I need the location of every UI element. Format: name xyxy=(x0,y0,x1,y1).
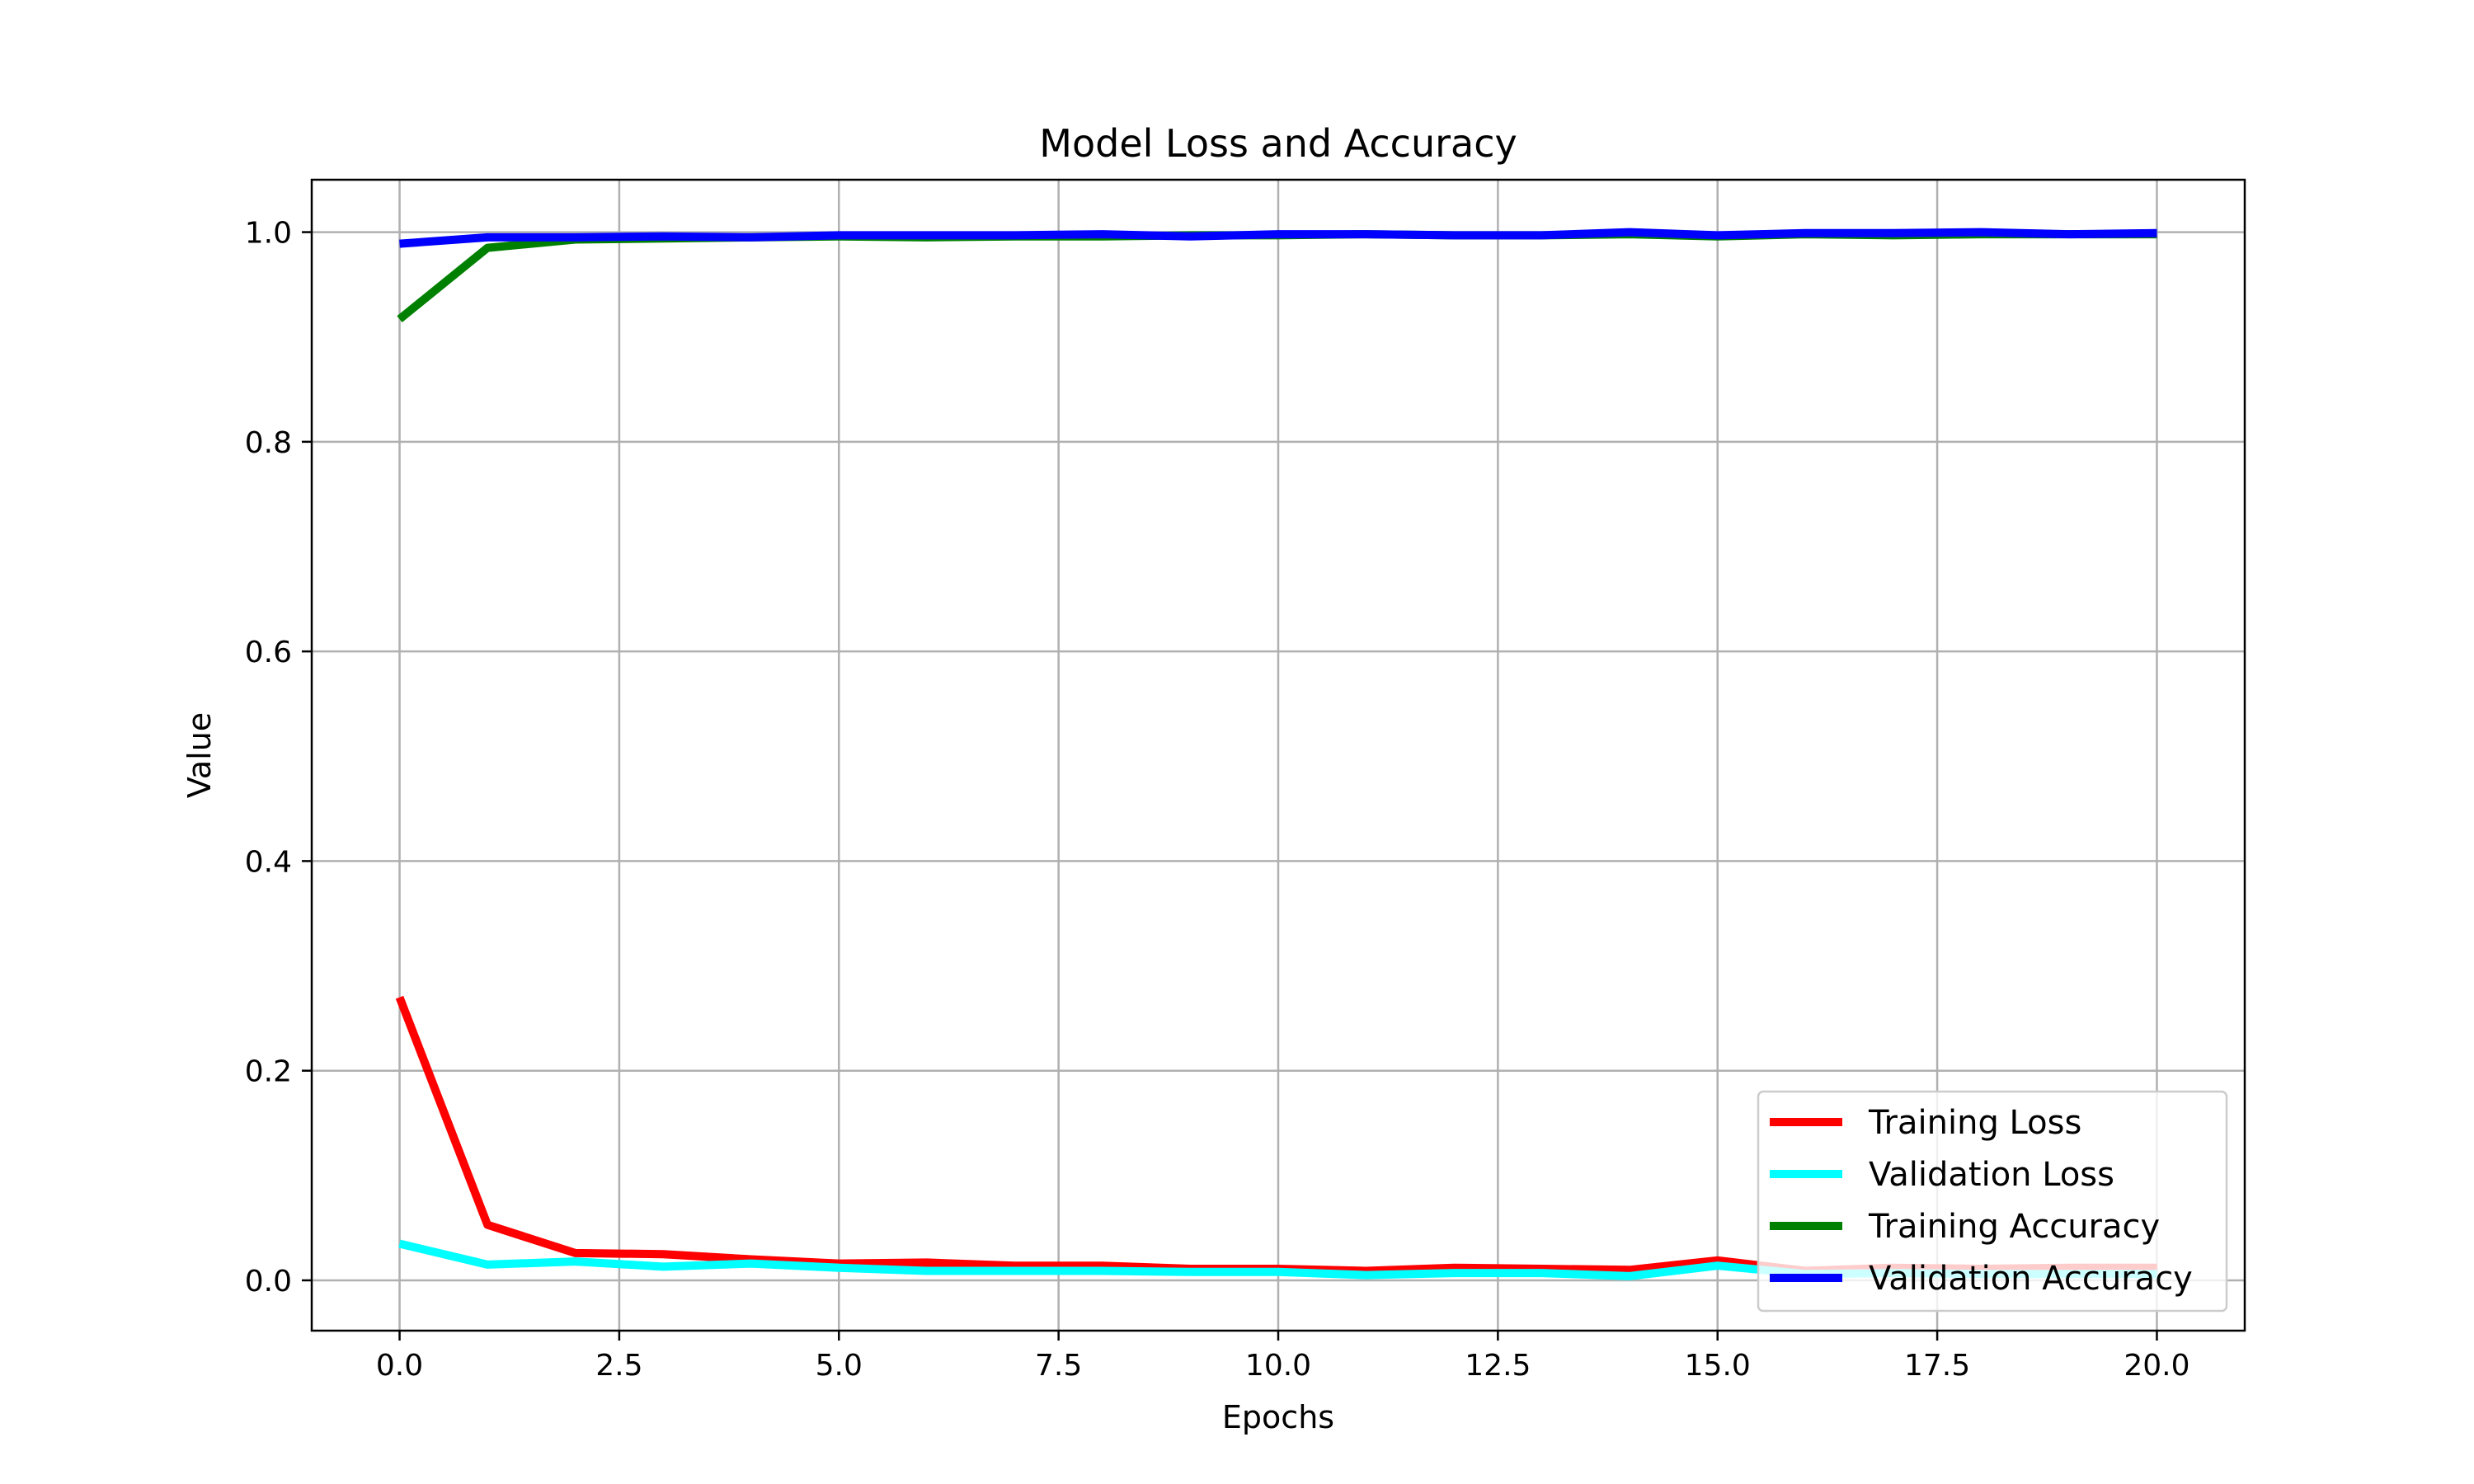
x-tick-label: 20.0 xyxy=(2124,1349,2189,1383)
x-tick-label: 12.5 xyxy=(1465,1349,1531,1383)
x-tick-label: 5.0 xyxy=(816,1349,863,1383)
x-tick-label: 15.0 xyxy=(1685,1349,1751,1383)
legend-label: Training Accuracy xyxy=(1868,1208,2160,1246)
y-tick-label: 0.6 xyxy=(245,636,292,669)
y-tick-label: 0.4 xyxy=(245,845,292,879)
x-tick-label: 17.5 xyxy=(1904,1349,1970,1383)
y-tick-label: 1.0 xyxy=(245,217,292,251)
y-tick-label: 0.0 xyxy=(245,1265,292,1298)
legend-label: Training Loss xyxy=(1868,1104,2081,1142)
x-tick-label: 0.0 xyxy=(376,1349,423,1383)
series-line-validation-accuracy xyxy=(399,228,2157,248)
legend-items: Training Loss Validation Loss Training Acc… xyxy=(1770,1104,2193,1298)
chart-title: Model Loss and Accuracy xyxy=(1039,121,1517,166)
axis-ticks: 0.0 2.5 5.0 7.5 10.0 12.5 15.0 17.5 20.0 0.0 0.2 0.… xyxy=(245,217,2190,1383)
legend-label: Validation Loss xyxy=(1869,1156,2114,1194)
x-tick-label: 10.0 xyxy=(1245,1349,1311,1383)
x-tick-label: 2.5 xyxy=(595,1349,642,1383)
legend-label: Validation Accuracy xyxy=(1869,1260,2193,1298)
y-tick-label: 0.2 xyxy=(245,1055,292,1089)
legend-box xyxy=(1757,1090,2228,1313)
x-tick-label: 7.5 xyxy=(1035,1349,1082,1383)
legend: Training Loss Validation Loss Training Acc… xyxy=(1757,1090,2228,1313)
y-axis-label: Value xyxy=(181,712,218,798)
y-tick-label: 0.8 xyxy=(245,426,292,460)
x-axis-label: Epochs xyxy=(1222,1399,1334,1435)
